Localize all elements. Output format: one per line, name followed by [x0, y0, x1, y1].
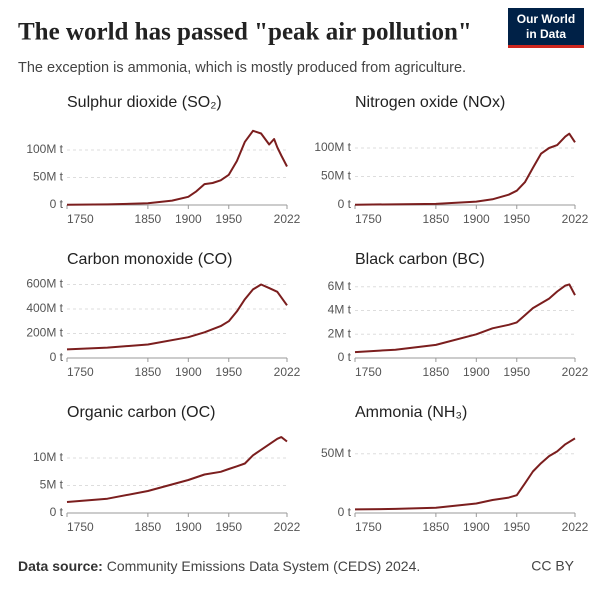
logo-text: Our World	[517, 12, 575, 26]
x-tick-label: 1950	[215, 365, 242, 379]
x-tick-label: 1900	[463, 520, 490, 534]
line	[354, 283, 576, 354]
x-tick-label: 1900	[463, 212, 490, 226]
x-tick-label: 1750	[355, 365, 382, 379]
y-tick-label: 50M t	[321, 169, 352, 183]
x-tick-label: 1850	[135, 365, 162, 379]
x-tick-label: 2022	[562, 520, 589, 534]
source-label: Data source:	[18, 558, 103, 574]
line	[66, 283, 288, 351]
y-tick-label: 0 t	[50, 350, 64, 364]
x-tick-label: 1850	[423, 365, 450, 379]
x-tick-label: 1950	[215, 212, 242, 226]
x-tick-label: 2022	[562, 365, 589, 379]
panel-title: Nitrogen oxide (NOx)	[355, 94, 505, 111]
panel-title: Sulphur dioxide (SO₂)	[67, 94, 222, 111]
page-subtitle: The exception is ammonia, which is mostl…	[18, 60, 466, 76]
x-tick-label: 2022	[274, 212, 301, 226]
logo-text: in Data	[526, 27, 566, 41]
line	[354, 132, 576, 206]
x-tick-label: 1750	[355, 212, 382, 226]
x-tick-label: 2022	[562, 212, 589, 226]
x-tick-label: 1900	[175, 520, 202, 534]
y-tick-label: 0 t	[338, 505, 352, 519]
y-tick-label: 0 t	[50, 505, 64, 519]
y-tick-label: 0 t	[338, 197, 352, 211]
x-tick-label: 2022	[274, 520, 301, 534]
logo-box	[508, 8, 584, 48]
y-tick-label: 2M t	[328, 326, 352, 340]
x-tick-label: 1750	[67, 520, 94, 534]
y-tick-label: 10M t	[33, 450, 64, 464]
line	[354, 437, 576, 511]
y-tick-label: 50M t	[321, 446, 352, 460]
y-tick-label: 100M t	[314, 140, 351, 154]
y-tick-label: 200M t	[26, 326, 63, 340]
license: CC BY	[531, 558, 574, 574]
y-tick-label: 50M t	[33, 170, 64, 184]
line	[66, 436, 288, 503]
logo-underline	[508, 45, 584, 48]
y-tick-label: 600M t	[26, 277, 63, 291]
panel-title: Organic carbon (OC)	[67, 404, 216, 421]
y-tick-label: 5M t	[40, 478, 64, 492]
y-tick-label: 400M t	[26, 301, 63, 315]
x-tick-label: 1900	[463, 365, 490, 379]
y-tick-label: 0 t	[338, 350, 352, 364]
y-tick-label: 100M t	[26, 142, 63, 156]
x-tick-label: 1850	[135, 520, 162, 534]
x-tick-label: 1750	[67, 365, 94, 379]
panel-title: Black carbon (BC)	[355, 251, 485, 268]
y-tick-label: 4M t	[328, 303, 352, 317]
y-tick-label: 6M t	[328, 279, 352, 293]
x-tick-label: 1950	[503, 212, 530, 226]
source-text: Community Emissions Data System (CEDS) 2…	[107, 558, 421, 574]
x-tick-label: 1900	[175, 365, 202, 379]
x-tick-label: 1750	[67, 212, 94, 226]
page-title: The world has passed "peak air pollution…	[18, 19, 472, 46]
x-tick-label: 1850	[423, 520, 450, 534]
x-tick-label: 1950	[503, 365, 530, 379]
x-tick-label: 1850	[135, 212, 162, 226]
x-tick-label: 1850	[423, 212, 450, 226]
x-tick-label: 1750	[355, 520, 382, 534]
x-tick-label: 1900	[175, 212, 202, 226]
x-tick-label: 1950	[503, 520, 530, 534]
x-tick-label: 1950	[215, 520, 242, 534]
panel-title: Ammonia (NH₃)	[355, 404, 467, 421]
source: Data source: Community Emissions Data Sy…	[18, 558, 420, 574]
line	[66, 129, 288, 206]
x-tick-label: 2022	[274, 365, 301, 379]
y-tick-label: 0 t	[50, 197, 64, 211]
panel-title: Carbon monoxide (CO)	[67, 251, 232, 268]
